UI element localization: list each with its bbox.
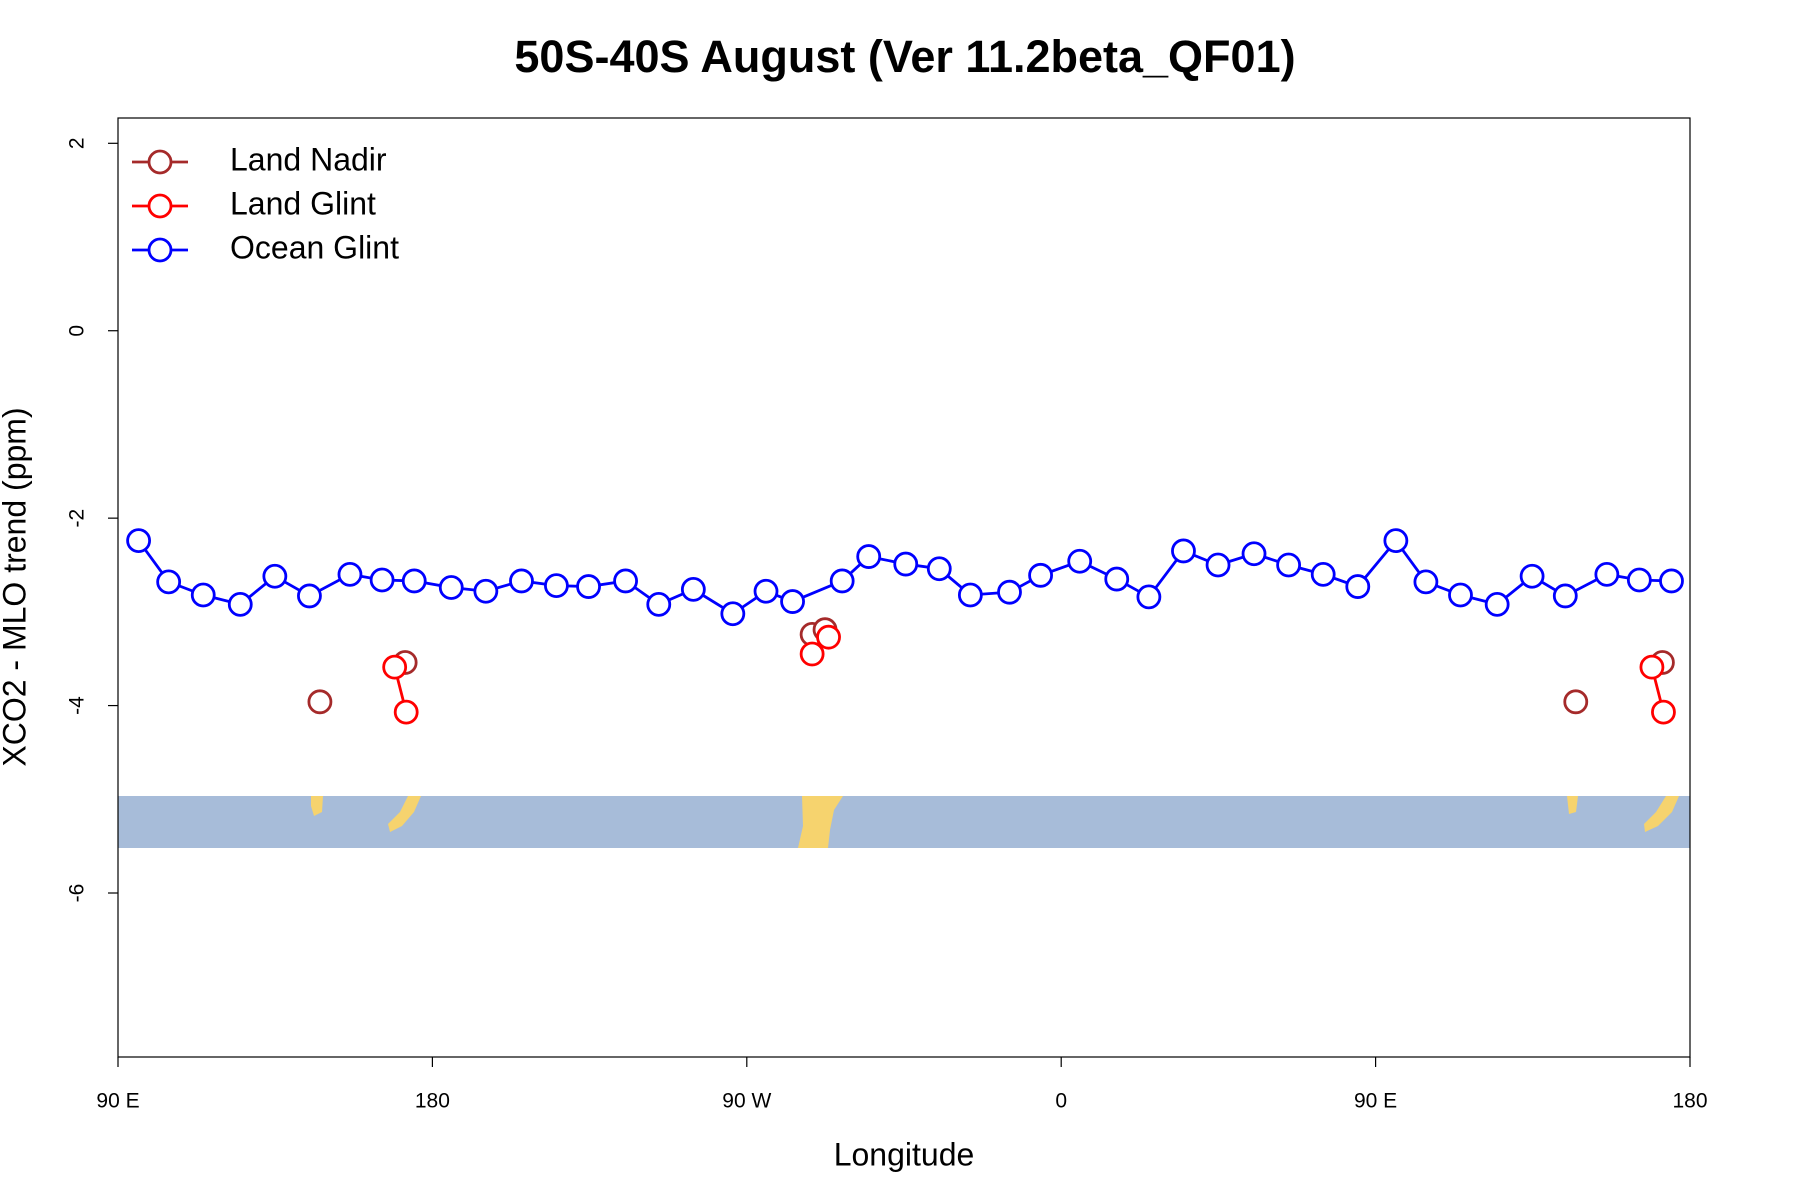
x-tick-label: 180 xyxy=(415,1090,450,1113)
point xyxy=(1659,568,1684,594)
point xyxy=(227,591,253,617)
point xyxy=(1484,591,1510,617)
x-axis-label: Longitude xyxy=(834,1136,975,1172)
point xyxy=(1448,582,1473,608)
point xyxy=(1241,541,1267,567)
point xyxy=(307,689,333,715)
series-line xyxy=(137,538,1672,616)
point xyxy=(544,573,569,599)
point xyxy=(1136,584,1162,610)
point xyxy=(369,567,395,593)
point xyxy=(337,561,363,587)
legend-marker xyxy=(147,237,173,263)
point xyxy=(297,583,322,609)
point xyxy=(393,699,419,725)
y-tick-label: -2 xyxy=(66,509,89,528)
point xyxy=(156,569,182,595)
point xyxy=(401,568,427,594)
point xyxy=(1594,561,1620,587)
legend-label: Ocean Glint xyxy=(230,229,399,265)
point xyxy=(1310,561,1336,587)
point xyxy=(997,579,1022,605)
point xyxy=(1651,699,1676,725)
y-tick-label: 2 xyxy=(66,137,89,149)
series-line xyxy=(393,636,1665,713)
x-tick-label: 90 E xyxy=(1354,1090,1397,1113)
point xyxy=(438,575,464,600)
x-tick-label: 0 xyxy=(1055,1090,1067,1113)
land-shape xyxy=(1644,796,1679,832)
map-strip xyxy=(118,796,1690,848)
point xyxy=(1383,528,1409,554)
point xyxy=(816,624,841,650)
point xyxy=(1626,567,1652,593)
point xyxy=(576,574,601,599)
land-shape xyxy=(798,796,843,848)
point xyxy=(1639,654,1665,680)
point xyxy=(382,654,408,680)
point xyxy=(613,568,638,594)
point xyxy=(1171,538,1196,564)
y-tick-label: -4 xyxy=(66,696,89,715)
y-tick-label: 0 xyxy=(66,325,89,337)
point xyxy=(799,641,825,667)
point xyxy=(680,576,706,602)
point xyxy=(829,568,855,594)
land-shape xyxy=(1567,796,1578,814)
land-shape xyxy=(388,796,421,832)
point xyxy=(1067,548,1093,574)
chart-title: 50S-40S August (Ver 11.2beta_QF01) xyxy=(514,31,1295,82)
point xyxy=(473,578,499,604)
point xyxy=(509,568,534,594)
point xyxy=(646,591,672,617)
point xyxy=(1104,566,1130,592)
point xyxy=(1519,563,1545,589)
ocean-band xyxy=(118,796,1690,848)
legend-marker xyxy=(147,149,173,175)
point xyxy=(1276,552,1302,578)
point xyxy=(1345,574,1371,599)
legend-marker xyxy=(147,193,173,219)
point xyxy=(1552,583,1578,609)
y-axis-label: XCO2 - MLO trend (ppm) xyxy=(0,407,32,766)
point xyxy=(753,578,779,604)
point xyxy=(926,556,952,582)
point xyxy=(1028,562,1053,588)
plot-frame xyxy=(117,117,1691,1058)
legend-label: Land Nadir xyxy=(230,141,387,177)
point xyxy=(262,563,288,589)
point xyxy=(856,544,882,569)
point xyxy=(720,601,746,627)
point xyxy=(893,551,919,577)
point xyxy=(957,582,983,608)
y-tick-label: -6 xyxy=(66,884,89,903)
land-shape xyxy=(311,796,323,816)
series-line xyxy=(812,630,1662,663)
point xyxy=(190,582,216,608)
legend-label: Land Glint xyxy=(230,185,376,221)
x-tick-label: 180 xyxy=(1672,1090,1707,1113)
point xyxy=(126,528,152,554)
x-tick-label: 90 E xyxy=(96,1090,139,1113)
point xyxy=(780,589,805,614)
point xyxy=(1413,569,1439,595)
point xyxy=(1205,552,1231,578)
point xyxy=(1563,689,1589,715)
x-tick-label: 90 W xyxy=(722,1090,771,1113)
